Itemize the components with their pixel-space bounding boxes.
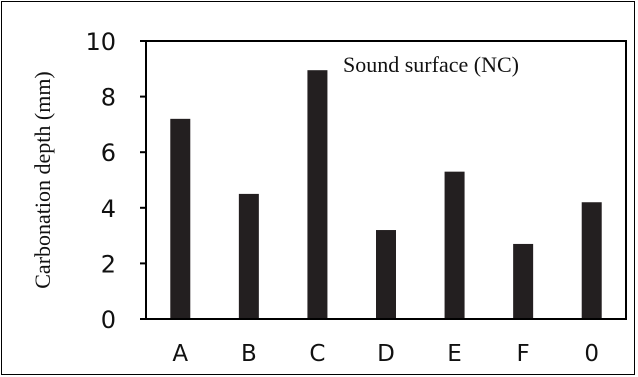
x-tick-label: B — [241, 341, 257, 367]
y-axis: 0 2 4 6 8 10 — [85, 28, 146, 334]
chart-annotation: Sound surface (NC) — [343, 52, 519, 77]
x-tick-label: E — [447, 341, 462, 367]
x-tick-label: F — [517, 341, 530, 367]
plot-area-border — [145, 40, 627, 320]
bar-f — [513, 243, 534, 319]
bar-c — [307, 70, 328, 319]
bar-d — [376, 230, 396, 319]
x-axis: A B C D E F 0 — [172, 341, 599, 367]
x-tick-label: D — [377, 341, 395, 367]
x-tick-label: C — [309, 341, 325, 367]
y-tick-label: 4 — [101, 195, 116, 223]
y-tick-label: 8 — [101, 84, 116, 112]
y-tick-label: 10 — [85, 28, 116, 56]
y-tick-label: 6 — [101, 139, 116, 167]
y-tick-label: 0 — [101, 306, 116, 334]
bar-e — [444, 171, 465, 319]
bar-0 — [581, 202, 602, 319]
y-tick-label: 2 — [101, 250, 116, 278]
bar-b — [238, 193, 259, 319]
bar-a — [170, 118, 191, 319]
x-tick-label: 0 — [584, 341, 599, 367]
bars — [170, 70, 602, 319]
x-tick-label: A — [172, 341, 188, 367]
y-axis-label: Carbonation depth (mm) — [30, 71, 55, 289]
